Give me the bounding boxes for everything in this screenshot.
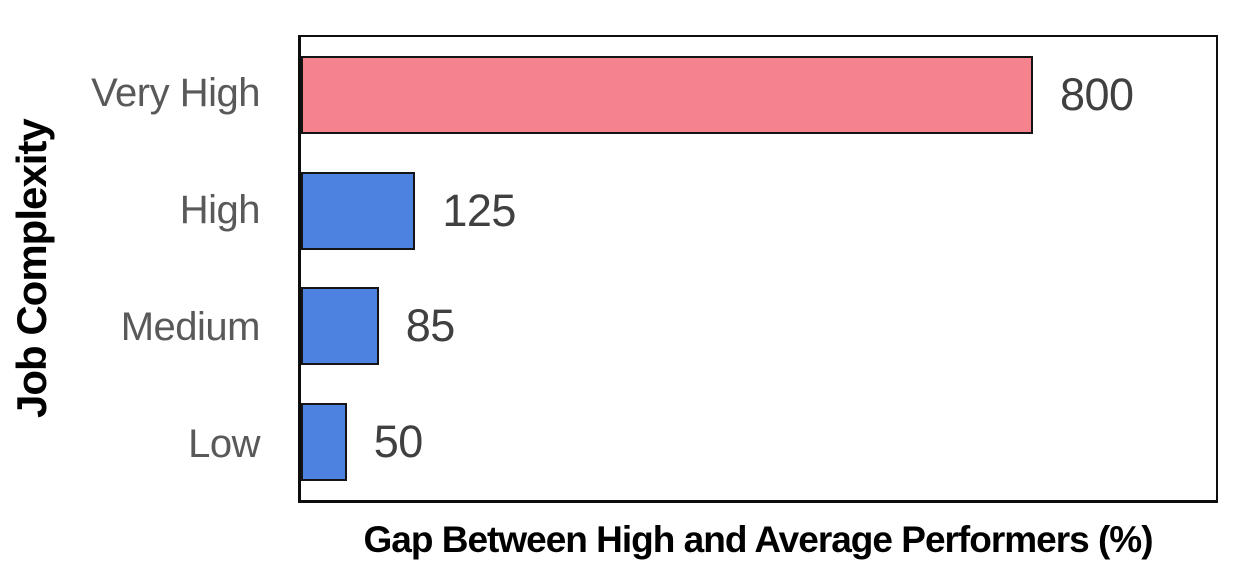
value-label-medium: 85 xyxy=(405,300,456,352)
category-label-very-high: Very High xyxy=(91,71,260,115)
bar-row: 85 xyxy=(301,269,1216,385)
bar-row: 125 xyxy=(301,153,1216,269)
category-label-medium: Medium xyxy=(120,305,261,349)
category-label-low: Low xyxy=(188,422,260,466)
bar-row: 800 xyxy=(301,37,1216,153)
value-label-low: 50 xyxy=(373,416,424,468)
bar-row: 50 xyxy=(301,384,1216,500)
x-axis-title: Gap Between High and Average Performers … xyxy=(363,519,1153,560)
category-label-high: High xyxy=(179,188,261,232)
bar-very-high xyxy=(301,55,1033,134)
bar-high xyxy=(301,171,416,250)
value-label-high: 125 xyxy=(442,184,516,236)
plot-area: 800 125 85 50 xyxy=(298,35,1218,503)
bar-medium xyxy=(301,287,379,366)
value-label-very-high: 800 xyxy=(1060,68,1134,120)
category-axis: Very High High Medium Low xyxy=(0,35,260,503)
bar-low xyxy=(301,403,347,482)
